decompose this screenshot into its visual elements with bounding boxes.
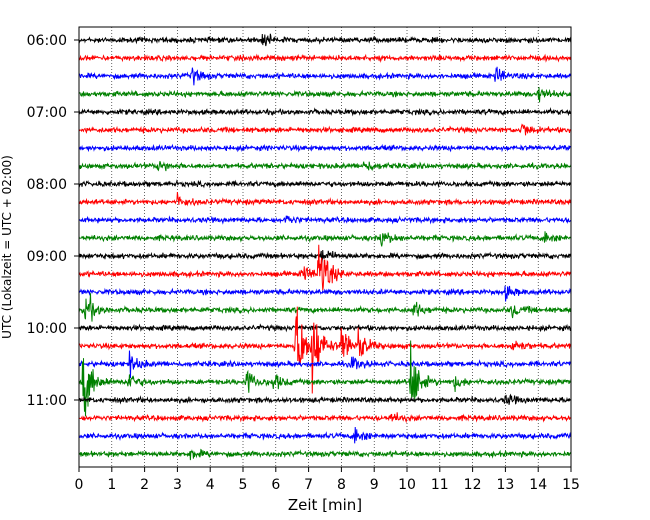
x-tick-label: 5: [239, 477, 248, 493]
trace-row: [79, 244, 571, 291]
trace-row: [79, 33, 571, 47]
x-tick-label: 3: [173, 477, 182, 493]
trace-row: [79, 106, 571, 117]
trace-row: [79, 231, 571, 247]
x-tick-label: 11: [431, 477, 449, 493]
y-axis-ticks: 06:00 07:00 08:00 09:00 10:00 11:00: [27, 33, 79, 409]
trace-row: [79, 340, 571, 417]
x-tick-label: 6: [271, 477, 280, 493]
x-tick-label: 4: [206, 477, 215, 493]
x-tick-label: 0: [75, 477, 84, 493]
x-tick-label: 12: [464, 477, 482, 493]
trace-row: [79, 306, 571, 394]
trace-row: [79, 293, 571, 322]
trace-row: [79, 393, 571, 405]
y-tick-label: 06:00: [27, 33, 67, 49]
y-tick-label: 07:00: [27, 105, 67, 121]
trace-row: [79, 448, 571, 461]
x-tick-label: 13: [496, 477, 514, 493]
x-tick-label: 9: [370, 477, 379, 493]
trace-row: [79, 249, 571, 266]
trace-row: [79, 350, 571, 379]
trace-row: [79, 426, 571, 444]
seismic-traces: [79, 33, 571, 461]
y-tick-label: 10:00: [27, 321, 67, 337]
trace-row: [79, 285, 571, 302]
plot-frame: [78, 26, 572, 468]
trace-row: [79, 179, 571, 189]
trace-row: [79, 323, 571, 333]
x-axis-label: Zeit [min]: [288, 496, 362, 514]
trace-row: [79, 123, 571, 136]
grid-lines: [111, 27, 539, 467]
x-axis-ticks: 0 1 2 3 4 5 6 7 8 9 10 11 12 13 14 15: [75, 467, 580, 493]
x-tick-label: 10: [398, 477, 416, 493]
trace-row: [79, 412, 571, 424]
x-tick-label: 14: [529, 477, 547, 493]
trace-row: [79, 191, 571, 207]
x-tick-label: 7: [304, 477, 313, 493]
y-tick-label: 09:00: [27, 249, 67, 265]
trace-row: [79, 53, 571, 63]
x-tick-label: 1: [107, 477, 116, 493]
x-tick-label: 8: [337, 477, 346, 493]
trace-row: [79, 160, 571, 172]
trace-row: [79, 143, 571, 153]
trace-row: [79, 87, 571, 103]
x-tick-label: 15: [562, 477, 580, 493]
trace-row: [79, 66, 571, 86]
y-tick-label: 08:00: [27, 177, 67, 193]
x-tick-label: 2: [140, 477, 149, 493]
y-tick-label: 11:00: [27, 393, 67, 409]
trace-row: [79, 215, 571, 225]
y-axis-label: UTC (Lokalzeit = UTC + 02:00): [0, 155, 14, 339]
